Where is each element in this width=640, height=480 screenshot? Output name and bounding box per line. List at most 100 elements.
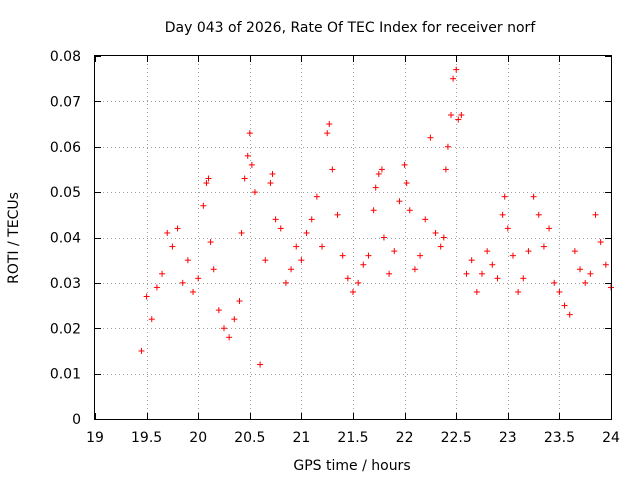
data-point [207, 239, 214, 246]
data-point [489, 261, 496, 268]
data-point [195, 275, 202, 282]
x-tick-label: 23 [499, 430, 517, 446]
data-point [571, 248, 578, 255]
x-tick-label: 23.5 [544, 430, 575, 446]
data-point [246, 130, 253, 137]
data-point [473, 288, 480, 295]
data-point [458, 111, 465, 118]
data-point [551, 279, 558, 286]
data-point [432, 229, 439, 236]
data-point [319, 243, 326, 250]
data-point [221, 325, 227, 332]
data-point [308, 216, 315, 223]
data-point [339, 252, 346, 259]
data-point [561, 302, 568, 309]
data-point [450, 75, 457, 82]
data-point [159, 270, 166, 277]
x-tick-label: 21 [292, 430, 310, 446]
data-point [143, 293, 150, 300]
y-tick-label: 0.04 [50, 231, 81, 247]
data-point [148, 316, 155, 323]
plot-frame [94, 55, 612, 420]
data-point [504, 225, 511, 232]
y-tick-label: 0.05 [50, 185, 81, 201]
data-point [386, 270, 393, 277]
data-point [203, 180, 210, 187]
data-point [277, 225, 284, 232]
data-point [169, 243, 176, 250]
data-point [597, 239, 604, 246]
data-point [313, 193, 320, 200]
data-point [448, 111, 455, 118]
data-point [298, 257, 305, 264]
data-point [540, 243, 547, 250]
data-point [138, 347, 145, 354]
data-point [592, 211, 599, 218]
data-point [190, 288, 197, 295]
x-axis-label: GPS time / hours [293, 458, 410, 474]
data-point [226, 334, 233, 341]
data-point [468, 257, 475, 264]
y-tick-label: 0 [72, 412, 81, 428]
data-point [422, 216, 429, 223]
data-point [372, 184, 379, 191]
data-point [360, 261, 367, 268]
data-point [153, 284, 160, 291]
data-point [501, 193, 508, 200]
data-point [267, 180, 274, 187]
y-tick-label: 0.08 [50, 49, 81, 65]
data-point [370, 207, 377, 214]
data-point [494, 275, 501, 282]
data-point [437, 243, 444, 250]
data-point [546, 225, 553, 232]
data-point [200, 202, 207, 209]
data-point [444, 143, 451, 150]
y-axis-ticks: 0 0.01 0.02 0.03 0.04 0.05 0.06 0.07 0.08 [50, 49, 611, 428]
data-point [479, 270, 485, 277]
data-point [293, 243, 300, 250]
data-point [262, 257, 269, 264]
data-point [391, 248, 398, 255]
data-point [602, 261, 609, 268]
data-point [365, 252, 372, 259]
data-point [251, 189, 258, 196]
data-point [282, 279, 289, 286]
data-point [375, 170, 382, 177]
data-point [396, 198, 403, 205]
data-point [244, 152, 251, 159]
y-tick-label: 0.01 [50, 367, 81, 383]
data-point [326, 121, 333, 128]
data-point [231, 316, 238, 323]
data-point [556, 288, 563, 295]
data-point [417, 252, 424, 259]
data-point [530, 193, 537, 200]
data-point [334, 211, 341, 218]
y-tick-label: 0.06 [50, 140, 81, 156]
data-point [248, 161, 255, 168]
data-point [174, 225, 181, 232]
data-point [587, 270, 594, 277]
data-point [509, 252, 516, 259]
gridlines [95, 56, 611, 419]
data-point [350, 288, 356, 295]
data-point [303, 229, 310, 236]
data-point [329, 166, 336, 173]
data-point [463, 270, 470, 277]
x-tick-label: 24 [602, 430, 620, 446]
data-point [215, 307, 222, 314]
x-tick-label: 22.5 [441, 430, 472, 446]
data-point [453, 66, 460, 73]
data-point [257, 361, 264, 368]
data-point [440, 234, 447, 241]
data-point [179, 279, 186, 286]
data-point [236, 298, 243, 305]
data-point [515, 288, 522, 295]
data-point [324, 130, 331, 137]
data-point [525, 248, 532, 255]
x-tick-label: 20.5 [234, 430, 265, 446]
data-point [241, 175, 248, 182]
data-point [184, 257, 191, 264]
data-point [442, 166, 449, 173]
y-tick-label: 0.07 [50, 94, 81, 110]
